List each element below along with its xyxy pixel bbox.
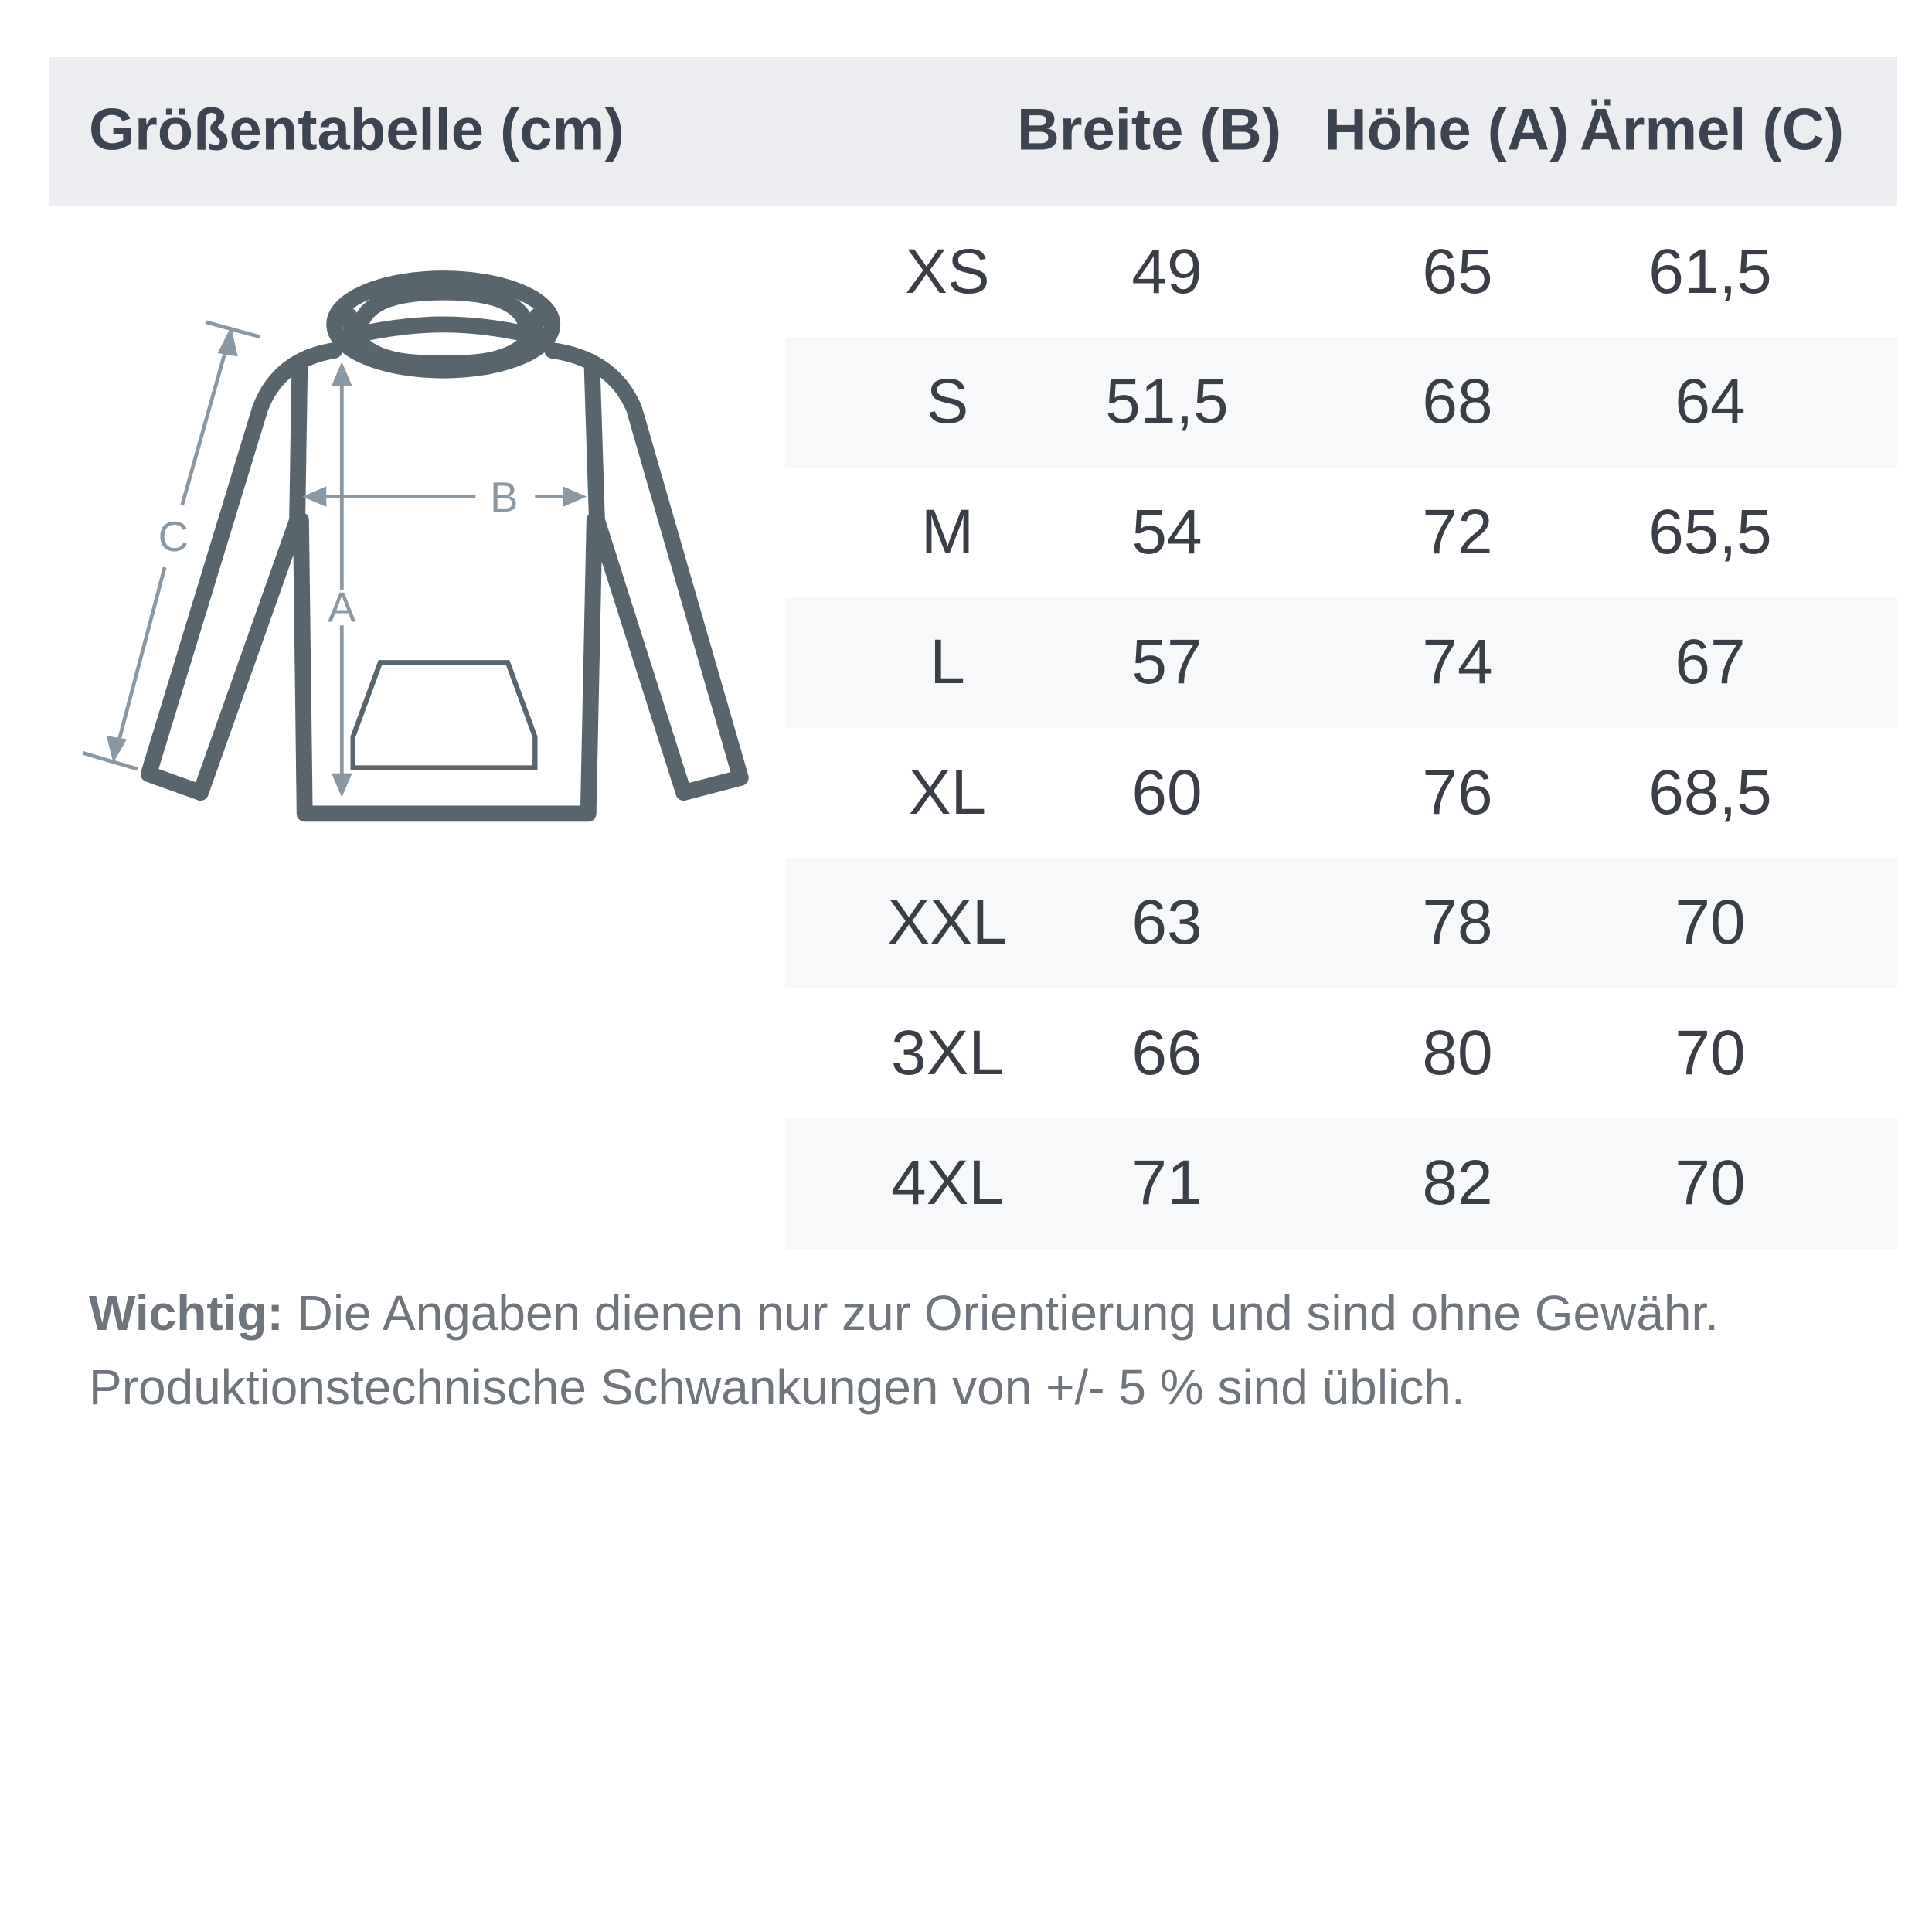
cell-aermel: 61,5 [1648, 236, 1772, 307]
cell-hoehe: 76 [1422, 757, 1493, 828]
cell-breite: 66 [1131, 1017, 1202, 1088]
cell-hoehe: 82 [1422, 1148, 1493, 1218]
cell-aermel: 68,5 [1648, 757, 1772, 828]
cell-aermel: 70 [1675, 1148, 1746, 1218]
note-label: Wichtig: [89, 1285, 284, 1341]
note-text-1: Die Angaben dienen nur zur Orientierung … [283, 1285, 1719, 1341]
cell-aermel: 64 [1675, 366, 1746, 437]
cell-aermel: 70 [1675, 1017, 1746, 1088]
cell-hoehe: 80 [1422, 1017, 1493, 1088]
size-label: 3XL [891, 1017, 1004, 1088]
page-title: Größentabelle (cm) [89, 97, 624, 163]
size-label: XS [905, 236, 990, 307]
hoodie-left-sleeve [140, 342, 343, 801]
size-label: L [930, 627, 965, 697]
cell-hoehe: 65 [1422, 236, 1493, 307]
cell-breite: 71 [1131, 1148, 1202, 1218]
table-row: 4XL 71 82 70 [785, 1117, 1897, 1249]
column-header-hoehe: Höhe (A) [1324, 97, 1570, 163]
table-row: 3XL 66 80 70 [785, 988, 1897, 1118]
hoodie-right-sleeve [544, 342, 749, 801]
table-row: M 54 72 65,5 [785, 467, 1897, 597]
cell-hoehe: 72 [1422, 496, 1493, 567]
cell-breite: 57 [1131, 627, 1202, 697]
hoodie-pocket [350, 660, 538, 770]
table-row: XS 49 65 61,5 [785, 206, 1897, 337]
hoodie-hood-inner [351, 284, 536, 343]
cell-aermel: 67 [1675, 627, 1746, 697]
cell-hoehe: 74 [1422, 627, 1493, 697]
cell-aermel: 65,5 [1648, 496, 1772, 567]
table-row: XL 60 76 68,5 [785, 727, 1897, 858]
size-label: M [920, 496, 975, 567]
cell-aermel: 70 [1675, 887, 1746, 957]
measure-label-b: B [490, 474, 518, 521]
hoodie-body [293, 512, 603, 822]
size-label: 4XL [891, 1148, 1004, 1218]
column-header-aermel: Ärmel (C) [1579, 97, 1845, 163]
note-line-2: Produktionstechnische Schwankungen von +… [89, 1359, 1465, 1415]
cell-breite: 54 [1131, 496, 1202, 567]
measure-label-a: A [328, 583, 356, 631]
size-label: XXL [887, 887, 1008, 957]
cell-breite: 63 [1131, 887, 1202, 957]
table-row: S 51,5 68 64 [785, 336, 1897, 468]
table-row: XXL 63 78 70 [785, 857, 1897, 988]
cell-breite: 60 [1131, 757, 1202, 828]
column-header-breite: Breite (B) [1016, 97, 1282, 163]
table-row: L 57 74 67 [785, 597, 1897, 728]
size-label: S [926, 366, 969, 437]
header-band [49, 57, 1897, 206]
size-label: XL [908, 757, 987, 828]
cell-breite: 49 [1131, 236, 1202, 307]
hoodie-collar [341, 308, 546, 372]
measure-label-c: C [158, 513, 189, 560]
cell-breite: 51,5 [1105, 366, 1229, 437]
note-line-1: Wichtig: Die Angaben dienen nur zur Orie… [89, 1284, 1719, 1342]
cell-hoehe: 78 [1422, 887, 1493, 957]
cell-hoehe: 68 [1422, 366, 1493, 437]
